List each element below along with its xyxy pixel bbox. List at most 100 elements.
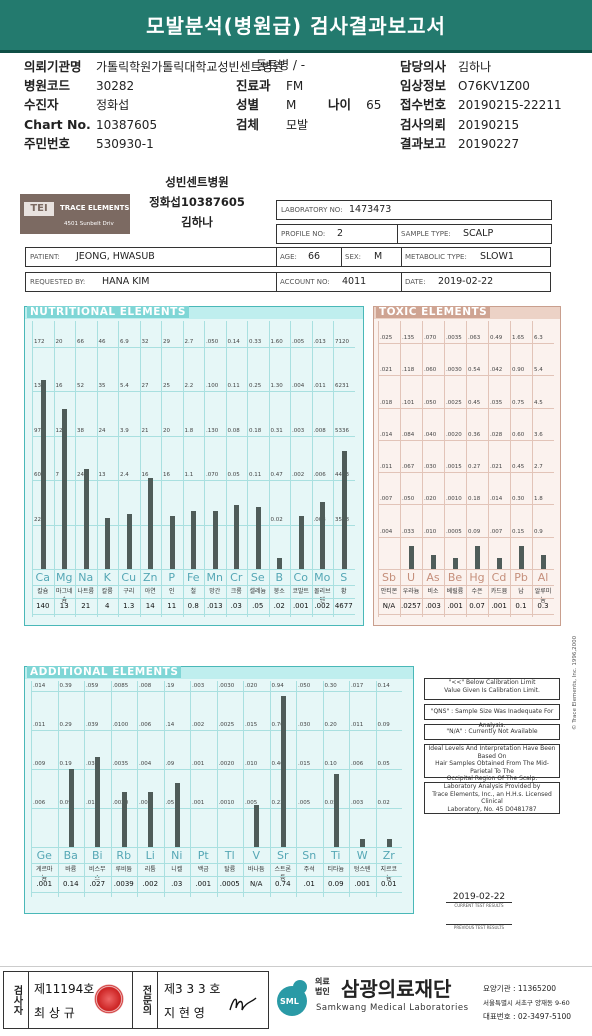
tick-label: 16 <box>55 383 63 390</box>
result-bar <box>68 769 74 847</box>
specialist-label: 전문의 <box>132 972 158 1028</box>
tick-label: 0.9 <box>534 528 543 535</box>
element-symbol: Sb <box>382 571 396 584</box>
tick-label: 0.94 <box>271 683 284 689</box>
tick-label: 0.70 <box>271 722 284 728</box>
info-value: 20190215-22211 <box>458 98 562 112</box>
element-symbol: P <box>168 571 176 584</box>
tick-label: 2.2 <box>184 383 194 390</box>
info-value: O76KV1Z00 <box>458 79 530 93</box>
previous-results-label: PREVIOUS TEST RESULTS <box>446 924 512 930</box>
tick-label: .0030 <box>446 367 462 374</box>
tick-label: .004 <box>292 383 305 390</box>
info-label: 검사의뢰 <box>400 117 447 132</box>
report-footer: 검사자 제11194호 최 상 규 전문의 제3 3 3 호 지 현 영 SML… <box>0 966 592 1036</box>
tick-label: 0.15 <box>512 528 525 535</box>
tick-label: .001 <box>192 761 205 767</box>
tick-label: 0.33 <box>249 339 262 345</box>
lab-company: TRACE ELEMENTS <box>60 204 130 212</box>
grid-line <box>32 569 355 570</box>
column-divider <box>488 321 489 617</box>
column-divider <box>247 321 248 617</box>
grid-line <box>32 347 355 348</box>
sample-label: SAMPLE TYPE: <box>401 230 451 238</box>
element-korean-name: 바나듐 <box>247 866 265 873</box>
element-korean-name: 코발트 <box>292 588 310 595</box>
tick-label: 1.30 <box>270 383 283 390</box>
tick-label: 0.49 <box>490 335 503 341</box>
element-korean-name: 베릴륨 <box>446 588 464 595</box>
specialist-name: 지 현 영 <box>164 1006 205 1020</box>
element-symbol: B <box>275 571 284 584</box>
tick-label: 0.30 <box>324 683 337 689</box>
info-value: M <box>286 98 297 112</box>
element-korean-name: 망간 <box>209 588 221 595</box>
tick-label: 0.30 <box>512 496 525 503</box>
tick-label: 5336 <box>335 427 349 434</box>
biz-no: 요양기관 : 11365200 <box>483 984 557 993</box>
company-tel: 대표번호 : 02-3497-5100 <box>483 1012 572 1021</box>
tick-label: .084 <box>402 431 415 438</box>
column-divider <box>182 321 184 617</box>
tick-label: .020 <box>245 683 258 689</box>
tick-label: 32 <box>141 339 149 345</box>
tick-label: 1.1 <box>184 472 194 479</box>
patient-info: 의뢰기관명 가톨릭학원가톨릭대학교성빈센트병원 병원코드 30282 수진자 정화섭 Cha… <box>0 52 592 164</box>
element-symbol: Na <box>78 571 94 584</box>
row-divider <box>32 585 355 586</box>
tick-label: .011 <box>351 722 364 728</box>
info-left-row: 주민번호 530930-1 <box>24 133 154 152</box>
tick-label: .004 <box>380 528 393 535</box>
tick-label: 66 <box>77 339 84 345</box>
element-korean-name: 스트론튬 <box>274 866 292 882</box>
tick-label: .028 <box>490 431 503 438</box>
request-row: REQUESTED BY: HANA KIM ACCOUNT NO: 4011 … <box>25 272 551 292</box>
element-result-value: 0.14 <box>62 880 79 888</box>
legend-line9: Trace Elements, Inc., an H.H.s. Licensed… <box>432 790 552 806</box>
sticker-patient: 정화섭10387605 <box>149 195 245 209</box>
column-divider <box>53 321 55 617</box>
column-divider <box>110 681 112 897</box>
toxic-chart: .025 .021 .018 .014 .011 .007 .004 Sb 안티몬 N/A .135… <box>374 307 560 625</box>
element-symbol: Zn <box>142 571 158 584</box>
element-symbol: K <box>103 571 111 584</box>
tick-label: 5.4 <box>534 367 543 374</box>
legend-ideal: Ideal Levels And Interpretation Have Bee… <box>424 744 560 782</box>
column-divider <box>290 321 291 617</box>
column-divider <box>139 321 141 617</box>
profile-label: PROFILE NO: <box>281 230 326 238</box>
tick-label: .039 <box>86 722 99 728</box>
tick-label: 0.60 <box>512 431 525 438</box>
element-result-value: .013 <box>206 602 223 610</box>
tick-label: .003 <box>351 800 364 806</box>
tick-label: 1.8 <box>534 496 543 503</box>
tick-label: .0020 <box>112 800 129 806</box>
tick-label: 6.9 <box>120 339 129 345</box>
element-symbol: Pt <box>197 849 209 862</box>
column-divider <box>375 681 377 897</box>
element-symbol: Mg <box>56 571 73 584</box>
element-result-value: .002 <box>314 602 331 610</box>
info-label: 임상정보 <box>400 78 447 93</box>
element-result-value: .001 <box>195 880 212 888</box>
company-address: 서울특별시 서초구 양재동 9-60 <box>483 999 570 1007</box>
company-name-en: Samkwang Medical Laboratories <box>316 1003 469 1013</box>
element-result-value: .01 <box>303 880 315 888</box>
element-result-value: .001 <box>36 880 53 888</box>
sex-value: M <box>374 251 383 262</box>
row-divider <box>378 614 554 615</box>
row-divider <box>32 614 355 615</box>
current-results-label: CURRENT TEST RESULTS <box>446 902 512 908</box>
tick-label: 1.65 <box>512 335 525 341</box>
tick-label: .009 <box>33 761 46 767</box>
tick-label: 24 <box>77 472 84 479</box>
lab-address: 4501 Sunbelt Driv <box>64 221 114 227</box>
column-divider <box>378 321 379 617</box>
tick-label: .020 <box>424 496 437 503</box>
column-divider <box>84 681 85 897</box>
element-result-value: .002 <box>142 880 159 888</box>
profile-box: PROFILE NO: 2 SAMPLE TYPE: SCALP <box>276 224 552 244</box>
tick-label: 2.7 <box>184 339 194 345</box>
element-korean-name: 몰리브덴 <box>313 588 331 604</box>
tick-label: 0.05 <box>377 761 390 767</box>
